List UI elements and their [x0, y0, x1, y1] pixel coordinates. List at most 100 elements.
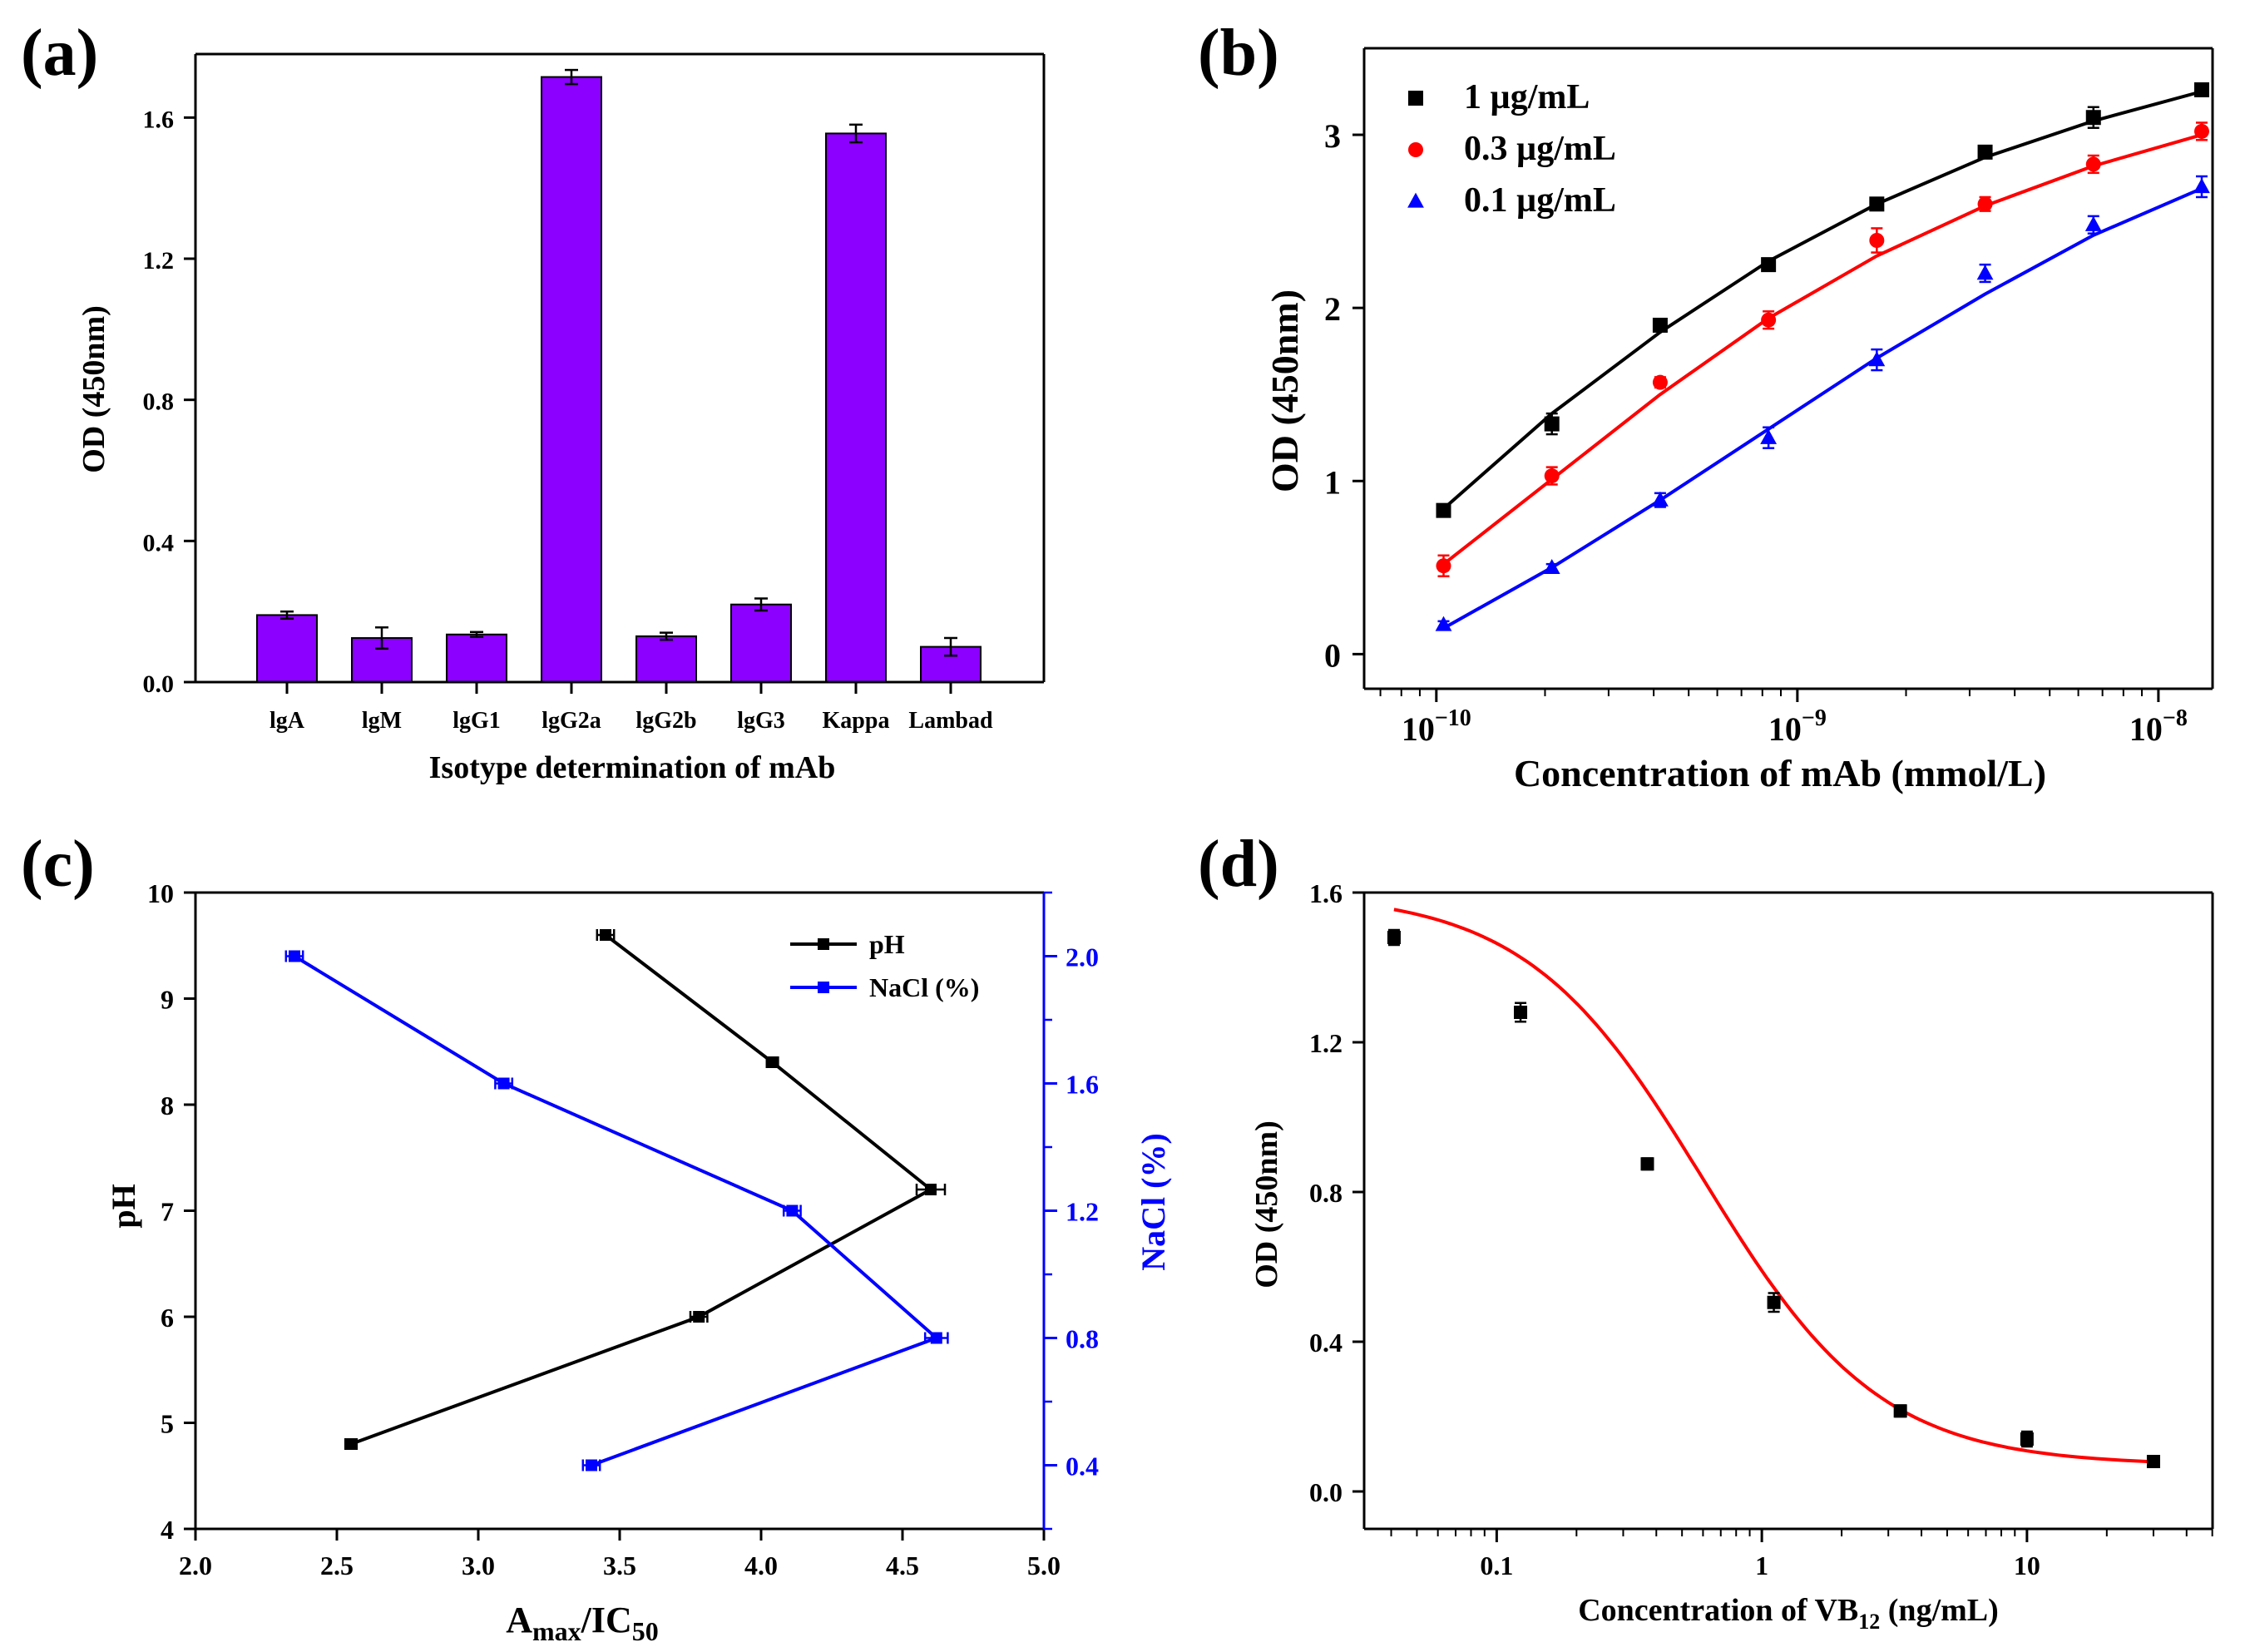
panel-d-ytick-label: 1.2	[1309, 1028, 1343, 1058]
panel-b-point	[1544, 468, 1560, 484]
panel-c-xtick-label: 5.0	[1027, 1551, 1061, 1580]
panel-c-ytick-right-label: 0.4	[1066, 1452, 1099, 1481]
panel-c-xlabel-sub1: max	[532, 1616, 581, 1646]
panel-b-ytick-label: 1	[1324, 463, 1341, 501]
panel-b-xtick-base: 10	[2129, 710, 2163, 748]
panel-c-ytick-right-label: 1.6	[1066, 1070, 1099, 1100]
panel-c-ytick-right-label: 0.8	[1066, 1324, 1099, 1354]
panel-c-legend-label: NaCl (%)	[869, 972, 979, 1002]
panel-b-point	[2193, 82, 2209, 97]
panel-c-point	[925, 1184, 937, 1195]
panel-d-label: (d)	[1198, 828, 1279, 901]
panel-b-fit-line-2	[1442, 186, 2203, 630]
panel-a-xtick-label: lgG2b	[635, 708, 696, 734]
panel-c-point	[930, 1332, 942, 1344]
panel-c-ytick-left-label: 4	[161, 1515, 174, 1545]
panel-c-line-1	[293, 954, 940, 1467]
panel-d-y-axis-label: OD (450nm)	[1249, 1120, 1284, 1288]
panel-c-legend-marker-1	[818, 982, 829, 993]
panel-c-xtick-label: 4.0	[744, 1551, 778, 1580]
panel-d-xlabel-tail: (ng/mL)	[1880, 1593, 1999, 1628]
panel-c-legend-label: pH	[869, 929, 905, 959]
panel-d-x-axis-label: Concentration of VB12 (ng/mL)	[1578, 1593, 1999, 1634]
panel-c-xlabel-main: A	[506, 1600, 532, 1640]
panel-b-point	[1436, 502, 1451, 518]
panel-d-xlabel-main: Concentration of VB	[1578, 1593, 1858, 1628]
panel-b-point	[2084, 215, 2102, 231]
panel-d-ytick-label: 0.0	[1309, 1477, 1343, 1507]
panel-c-point	[600, 929, 611, 941]
panel-b-xtick-exponent: −9	[1802, 705, 1827, 731]
panel-c-point	[497, 1077, 510, 1090]
panel-c-xtick-label: 3.0	[462, 1551, 495, 1580]
panel-c-ytick-right-label: 2.0	[1066, 942, 1099, 972]
panel-b-point	[1544, 416, 1560, 432]
panel-c-xtick-label: 2.0	[179, 1551, 212, 1580]
panel-a-xtick-label: Lambad	[908, 708, 993, 734]
panel-d-ytick-label: 1.6	[1309, 878, 1343, 908]
panel-a-ytick-label: 0.8	[143, 388, 175, 416]
panel-b-ytick-label: 2	[1324, 290, 1341, 328]
panel-a-bar-lgG2b	[635, 635, 697, 684]
panel-a: (a) 0.0 0.4 0.8 1.2 1.6 lgA lgM lgG1 lgG2a lgG2b l…	[21, 17, 1046, 785]
panel-b-legend-label: 0.3 µg/mL	[1464, 130, 1616, 168]
panel-b-point	[1868, 351, 1886, 367]
panel-a-axes: 0.0 0.4 0.8 1.2 1.6 lgA lgM lgG1 lgG2a lgG2b lgG3 K…	[143, 52, 1046, 734]
panel-b-fit-line-1	[1442, 133, 2203, 566]
panel-b-legend-marker-1	[1408, 142, 1423, 157]
panel-b-point	[2085, 110, 2101, 126]
panel-c-legend: pH NaCl (%)	[790, 929, 979, 1002]
panel-c-ytick-left-label: 8	[161, 1091, 174, 1120]
panel-b-label: (b)	[1198, 17, 1279, 90]
panel-c-point	[586, 1459, 597, 1471]
panel-a-bar-lgA	[256, 614, 318, 683]
panel-b-point	[1436, 558, 1451, 574]
panel-d: (d) 0.0 0.4 0.8 1.2 1.6 0.1 1 10 OD (450nm) Con…	[1198, 828, 2214, 1634]
panel-d-xtick-label: 0.1	[1480, 1551, 1513, 1580]
panel-d-xlabel-sub: 12	[1858, 1610, 1880, 1634]
panel-b-legend-label: 1 µg/mL	[1464, 78, 1590, 116]
panel-b-point	[1652, 374, 1668, 390]
panel-c-point	[786, 1204, 799, 1217]
panel-d-point	[2020, 1432, 2034, 1446]
panel-a-ytick-label: 1.6	[143, 106, 175, 133]
panel-b-xtick-label: 10−10	[1402, 705, 1471, 748]
panel-b-xtick-label: 10−9	[1768, 705, 1827, 748]
panel-b-point	[2193, 123, 2209, 139]
panel-a-ytick-label: 1.2	[143, 247, 175, 275]
panel-a-ytick-label: 0.0	[143, 670, 175, 698]
panel-c-point	[345, 1438, 357, 1450]
panel-c-xlabel-sub2: 50	[632, 1616, 659, 1646]
panel-c-point	[693, 1311, 705, 1323]
panel-b-point	[1543, 558, 1560, 574]
panel-c-xtick-label: 4.5	[886, 1551, 919, 1580]
panel-b-point	[1760, 428, 1778, 444]
panel-b-ytick-label: 0	[1324, 636, 1341, 674]
panel-c-legend-marker-0	[818, 938, 829, 950]
panel-d-plot	[1387, 908, 2160, 1468]
panel-d-ytick-label: 0.4	[1309, 1328, 1343, 1358]
panel-c-ytick-left-label: 10	[147, 878, 174, 908]
panel-b-y-axis-label: OD (450nm)	[1263, 289, 1306, 492]
panel-d-xtick-label: 1	[1755, 1551, 1768, 1580]
panel-a-bar-lgG2a	[541, 76, 602, 683]
panel-a-bar-lgG3	[730, 603, 792, 683]
panel-d-xtick-label: 10	[2014, 1551, 2040, 1580]
panel-b-point	[2193, 178, 2210, 194]
panel-c-xlabel-mid: /IC	[581, 1600, 632, 1640]
panel-a-y-axis-label: OD (450nm)	[77, 305, 111, 473]
panel-c-ytick-left-label: 5	[161, 1409, 174, 1439]
panel-a-xtick-label: lgM	[362, 708, 402, 734]
panel-b-xtick-base: 10	[1768, 710, 1802, 748]
panel-c-point	[289, 950, 300, 962]
panel-b-point	[1435, 616, 1452, 631]
panel-b-point	[1761, 257, 1777, 273]
panel-c-ytick-left-label: 6	[161, 1303, 174, 1333]
panel-d-fit-curve	[1393, 908, 2154, 1464]
panel-c-ytick-left-label: 7	[161, 1197, 174, 1227]
panel-c-ytick-left-label: 9	[161, 985, 174, 1015]
panel-b-point	[1869, 196, 1885, 212]
